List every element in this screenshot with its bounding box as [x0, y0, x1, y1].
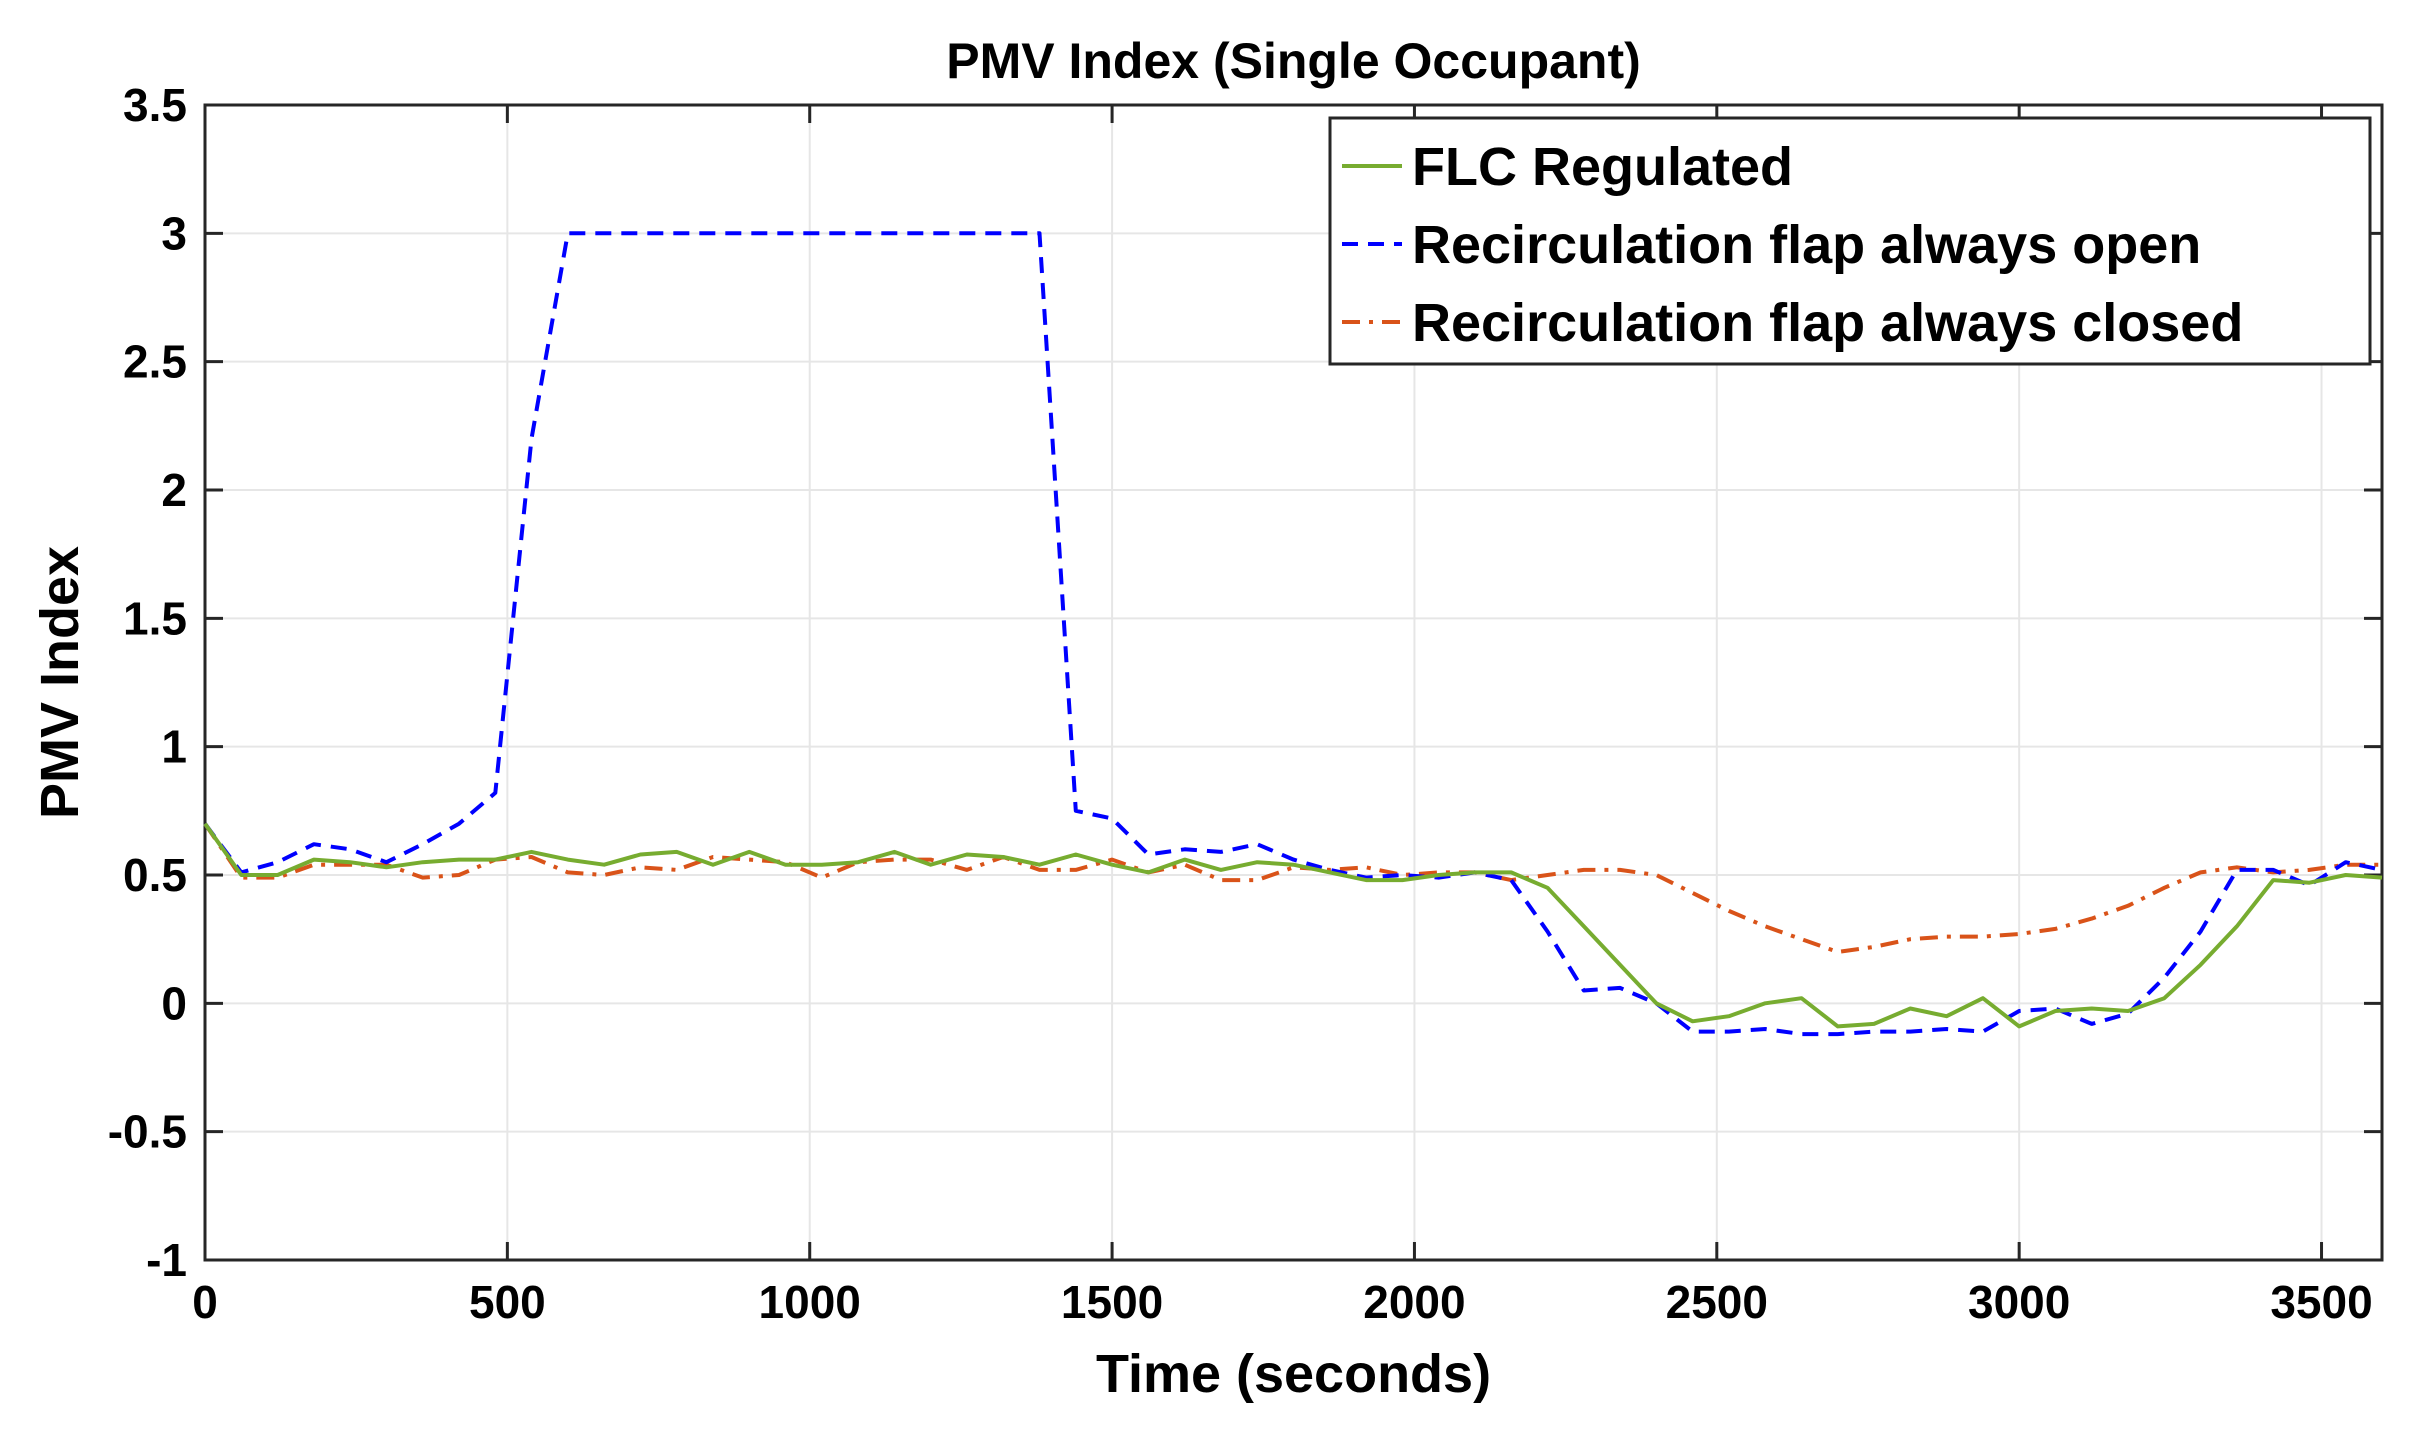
y-tick-label: 1.5: [123, 592, 187, 644]
x-tick-label: 1500: [1061, 1276, 1163, 1328]
y-tick-label: 2: [161, 464, 187, 516]
y-tick-label: 1: [161, 721, 187, 773]
y-tick-label: -0.5: [108, 1106, 187, 1158]
y-tick-label: -1: [146, 1234, 187, 1286]
x-tick-label: 1000: [759, 1276, 861, 1328]
legend-box: [1328, 116, 2372, 366]
y-tick-label: 0: [161, 977, 187, 1029]
legend-label-flap-closed: Recirculation flap always closed: [1412, 293, 2243, 353]
series-line-recirculation-flap-always-open: [203, 231, 2383, 1037]
x-tick-label: 2500: [1666, 1276, 1768, 1328]
x-tick-label: 3000: [1968, 1276, 2070, 1328]
legend-label-flc-regulated: FLC Regulated: [1412, 137, 1793, 197]
y-tick-label: 0.5: [123, 849, 187, 901]
x-tick-label: 0: [192, 1276, 218, 1328]
legend: FLC Regulated Recirculation flap always …: [1328, 116, 2372, 366]
x-tick-label: 500: [469, 1276, 546, 1328]
x-axis-label: Time (seconds): [1096, 1344, 1491, 1404]
y-tick-label: 2.5: [123, 336, 187, 388]
y-axis-label: PMV Index: [30, 546, 90, 819]
y-tick-label: 3: [161, 207, 187, 259]
x-tick-label: 2000: [1363, 1276, 1465, 1328]
data-series: [203, 231, 2383, 1037]
series-line-recirculation-flap-always-closed: [203, 822, 2382, 954]
axis-ticks: 0 500 1000 1500 2000 2500 3000 3500 -1 -0.5 0 0.5 1 1…: [108, 79, 2382, 1328]
chart-title: PMV Index (Single Occupant): [946, 33, 1641, 89]
series-line-flc-regulated: [203, 822, 2383, 1029]
x-tick-label: 3500: [2270, 1276, 2372, 1328]
plot-frame: [203, 103, 2384, 1262]
legend-label-flap-open: Recirculation flap always open: [1412, 215, 2201, 275]
y-tick-label: 3.5: [123, 79, 187, 131]
